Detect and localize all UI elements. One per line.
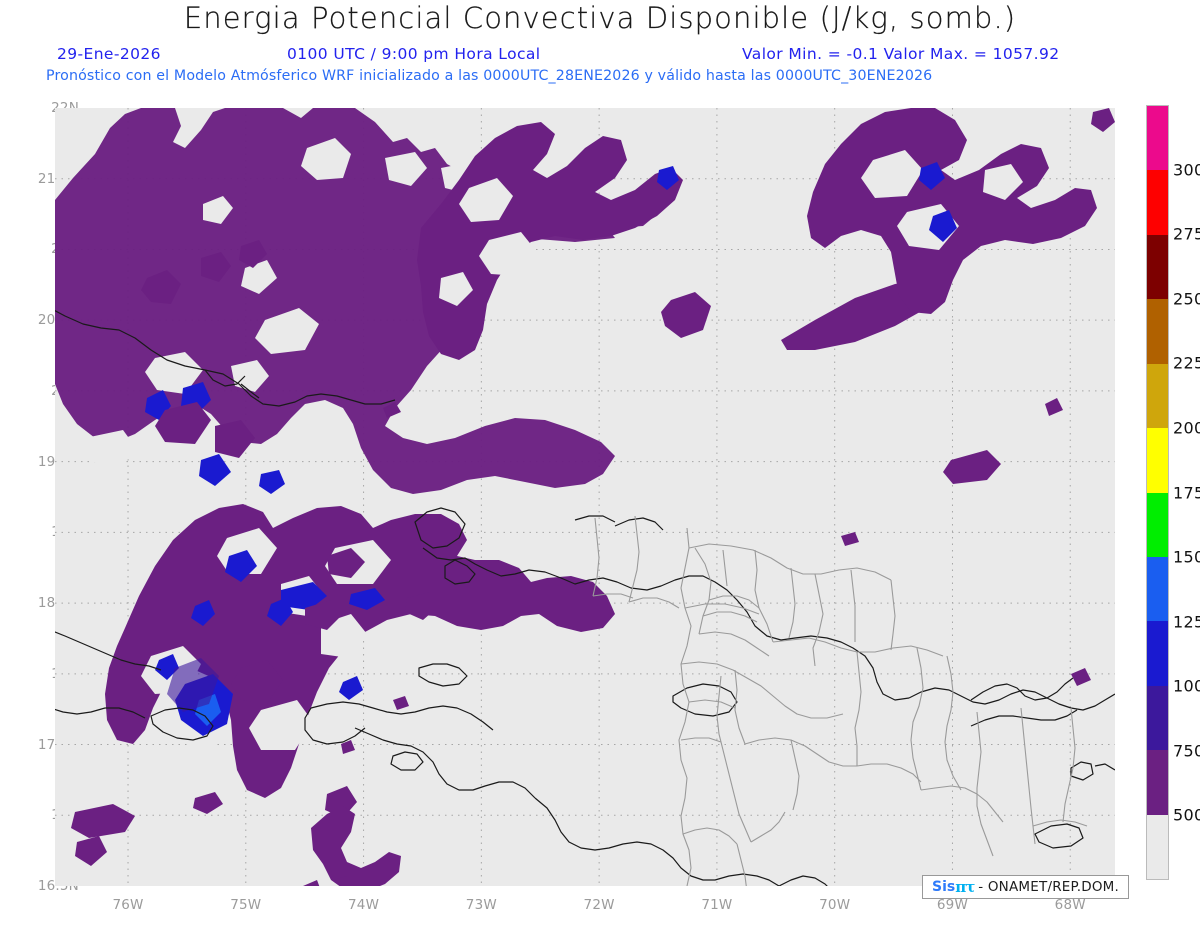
forecast-date: 29-Ene-2026: [57, 45, 161, 63]
lon-tick-76W: 76W: [112, 897, 144, 913]
colorbar[interactable]: [1146, 105, 1169, 880]
lon-tick-72W: 72W: [583, 897, 615, 913]
colorbar-tick-2250: 2250: [1173, 353, 1200, 373]
lon-tick-68W: 68W: [1054, 897, 1086, 913]
lon-tick-69W: 69W: [936, 897, 969, 913]
value-range-text: Valor Min. = -0.1 Valor Max. = 1057.92: [742, 45, 1060, 63]
provider-logo: Sis πτ - ONAMET/REP.DOM.: [922, 875, 1129, 899]
map-plot-area[interactable]: [55, 108, 1115, 886]
forecast-time: 0100 UTC / 9:00 pm Hora Local: [287, 45, 541, 63]
colorbar-band-0[interactable]: [1147, 106, 1168, 171]
colorbar-tick-2000: 2000: [1173, 418, 1200, 438]
colorbar-band-11[interactable]: [1147, 814, 1168, 880]
header: Energia Potencial Convectiva Disponible …: [0, 0, 1200, 92]
logo-tt-icon: πτ: [955, 878, 975, 896]
colorbar-tick-2750: 2750: [1173, 224, 1200, 244]
colorbar-band-9[interactable]: [1147, 685, 1168, 751]
province-boundary-layer: [592, 515, 1088, 886]
lon-tick-73W: 73W: [465, 897, 497, 913]
colorbar-band-10[interactable]: [1147, 750, 1168, 815]
cape-map[interactable]: [55, 108, 1115, 886]
lon-tick-71W: 71W: [701, 897, 733, 913]
colorbar-band-5[interactable]: [1147, 428, 1168, 493]
colorbar-band-6[interactable]: [1147, 492, 1168, 557]
model-description: Pronóstico con el Modelo Atmósferico WRF…: [46, 68, 933, 84]
colorbar-band-1[interactable]: [1147, 170, 1168, 235]
colorbar-tick-3000: 3000: [1173, 160, 1200, 180]
colorbar-band-4[interactable]: [1147, 363, 1168, 429]
colorbar-tick-2500: 2500: [1173, 289, 1200, 309]
lon-tick-70W: 70W: [819, 897, 851, 913]
colorbar-tick-1000: 1000: [1173, 676, 1200, 696]
logo-org-text: - ONAMET/REP.DOM.: [978, 879, 1119, 895]
colorbar-band-8[interactable]: [1147, 621, 1168, 686]
colorbar-tick-1750: 1750: [1173, 483, 1200, 502]
colorbar-band-7[interactable]: [1147, 556, 1168, 622]
lon-tick-75W: 75W: [230, 897, 262, 913]
colorbar-band-3[interactable]: [1147, 299, 1168, 364]
page-title: Energia Potencial Convectiva Disponible …: [183, 1, 1017, 35]
colorbar-tick-750: 750: [1173, 741, 1200, 761]
coastline-layer: [55, 309, 1115, 886]
colorbar-tick-500: 500: [1173, 805, 1200, 825]
lon-tick-74W: 74W: [347, 897, 380, 913]
colorbar-band-2[interactable]: [1147, 234, 1168, 300]
logo-sis-text: Sis: [932, 879, 956, 895]
colorbar-tick-1500: 1500: [1173, 547, 1200, 567]
colorbar-tick-1250: 1250: [1173, 612, 1200, 632]
cape-shaded-regions: [55, 108, 1115, 886]
